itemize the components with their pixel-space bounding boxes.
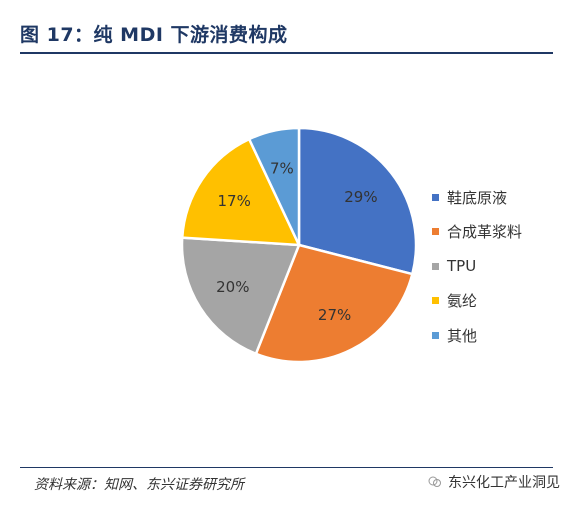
legend-swatch <box>432 193 439 201</box>
legend-swatch <box>432 228 439 236</box>
footer-divider <box>20 467 553 468</box>
legend-label: 鞋底原液 <box>447 188 508 207</box>
chart-legend: 鞋底原液合成革浆料 TPU 氨纶其他 <box>432 180 522 353</box>
legend-swatch <box>432 297 439 305</box>
pie-slice-5 <box>247 126 301 246</box>
slice-label-2: 27% <box>318 306 351 324</box>
slice-label-5: 7% <box>270 159 294 177</box>
brand-label: 东兴化工产业洞见 <box>448 475 560 491</box>
legend-label: TPU <box>447 257 477 276</box>
pie-slice-1 <box>297 126 418 276</box>
brand-badge: 东兴化工产业洞见 <box>428 472 560 492</box>
legend-item-3: TPU <box>432 249 522 284</box>
slice-label-4: 17% <box>217 192 250 210</box>
legend-swatch <box>432 262 439 270</box>
legend-swatch <box>432 331 439 339</box>
pie-slice-2 <box>254 243 414 364</box>
legend-label: 氨纶 <box>447 292 478 311</box>
chart-title: 图 17：纯 MDI 下游消费构成 <box>20 24 288 46</box>
legend-item-5: 其他 <box>432 318 522 353</box>
legend-item-1: 鞋底原液 <box>432 180 522 215</box>
wechat-icon <box>428 476 441 487</box>
slice-label-1: 29% <box>344 188 377 206</box>
legend-label: 其他 <box>447 326 478 345</box>
legend-item-2: 合成革浆料 <box>432 215 522 250</box>
legend-label: 合成革浆料 <box>447 223 523 242</box>
source-note: 资料来源：知网、东兴证券研究所 <box>34 477 244 493</box>
pie-slice-4 <box>180 137 302 247</box>
title-divider <box>20 52 553 54</box>
slice-label-3: 20% <box>216 278 249 296</box>
legend-item-4: 氨纶 <box>432 284 522 319</box>
pie-slice-3 <box>180 236 301 356</box>
